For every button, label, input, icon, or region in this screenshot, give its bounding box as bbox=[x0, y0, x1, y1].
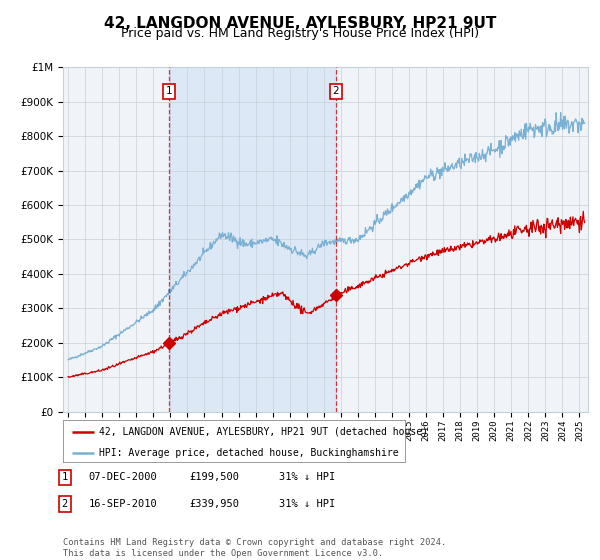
Text: 2: 2 bbox=[62, 499, 68, 509]
Text: 1: 1 bbox=[166, 86, 173, 96]
Text: 16-SEP-2010: 16-SEP-2010 bbox=[89, 499, 158, 509]
Text: £199,500: £199,500 bbox=[189, 472, 239, 482]
Text: Contains HM Land Registry data © Crown copyright and database right 2024.
This d: Contains HM Land Registry data © Crown c… bbox=[63, 538, 446, 558]
Text: 31% ↓ HPI: 31% ↓ HPI bbox=[279, 499, 335, 509]
Bar bbox=[169, 67, 336, 412]
Text: 1: 1 bbox=[62, 472, 68, 482]
Text: 42, LANGDON AVENUE, AYLESBURY, HP21 9UT (detached house): 42, LANGDON AVENUE, AYLESBURY, HP21 9UT … bbox=[99, 427, 428, 437]
Text: 42, LANGDON AVENUE, AYLESBURY, HP21 9UT: 42, LANGDON AVENUE, AYLESBURY, HP21 9UT bbox=[104, 16, 496, 31]
Text: 31% ↓ HPI: 31% ↓ HPI bbox=[279, 472, 335, 482]
Text: Price paid vs. HM Land Registry's House Price Index (HPI): Price paid vs. HM Land Registry's House … bbox=[121, 27, 479, 40]
Text: HPI: Average price, detached house, Buckinghamshire: HPI: Average price, detached house, Buck… bbox=[99, 448, 398, 458]
Text: 2: 2 bbox=[332, 86, 339, 96]
Text: £339,950: £339,950 bbox=[189, 499, 239, 509]
Text: 07-DEC-2000: 07-DEC-2000 bbox=[89, 472, 158, 482]
